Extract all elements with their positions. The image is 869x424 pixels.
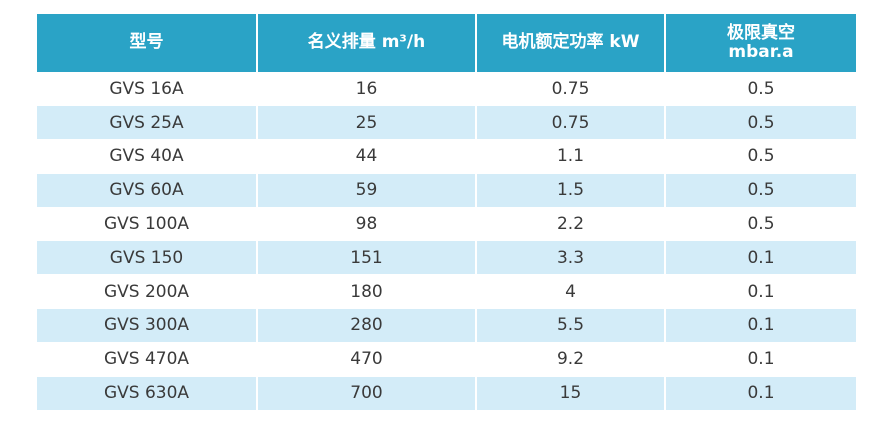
motor-power-cell: 2.2 <box>475 206 665 241</box>
header-motor-power: 电机额定功率 kW <box>475 14 665 72</box>
ultimate-vacuum-cell: 0.1 <box>664 240 856 275</box>
displacement-cell: 59 <box>256 172 476 208</box>
header-displacement: 名义排量 m³/h <box>256 14 476 72</box>
table-row: GVS 150 151 3.3 0.1 <box>37 240 856 275</box>
ultimate-vacuum-cell: 0.1 <box>664 375 856 410</box>
displacement-cell: 25 <box>256 105 476 140</box>
header-ultimate-vacuum: 极限真空 mbar.a <box>664 14 856 72</box>
displacement-cell: 16 <box>256 71 476 106</box>
model-cell: GVS 16A <box>37 71 257 106</box>
table-row: GVS 100A 98 2.2 0.5 <box>37 206 856 241</box>
displacement-cell: 44 <box>256 139 476 174</box>
header-row: 型号 名义排量 m³/h 电机额定功率 kW 极限真空 mbar.a <box>37 14 856 72</box>
ultimate-vacuum-cell: 0.5 <box>664 71 856 106</box>
table-row: GVS 470A 470 9.2 0.1 <box>37 341 856 377</box>
motor-power-cell: 1.1 <box>475 139 665 174</box>
displacement-cell: 470 <box>256 341 476 377</box>
ultimate-vacuum-cell: 0.5 <box>664 139 856 174</box>
ultimate-vacuum-cell: 0.5 <box>664 206 856 241</box>
header-model-label: 型号 <box>129 32 164 53</box>
table-row: GVS 40A 44 1.1 0.5 <box>37 139 856 174</box>
header-model: 型号 <box>37 14 257 72</box>
motor-power-cell: 9.2 <box>475 341 665 377</box>
displacement-cell: 700 <box>256 375 476 410</box>
table-row: GVS 630A 700 15 0.1 <box>37 375 856 410</box>
table-row: GVS 25A 25 0.75 0.5 <box>37 105 856 140</box>
header-ultimate-vacuum-unit: mbar.a <box>728 41 794 62</box>
motor-power-cell: 1.5 <box>475 172 665 208</box>
header-motor-power-label: 电机额定功率 kW <box>501 32 640 53</box>
table-row: GVS 16A 16 0.75 0.5 <box>37 71 856 106</box>
ultimate-vacuum-cell: 0.5 <box>664 105 856 140</box>
ultimate-vacuum-cell: 0.1 <box>664 308 856 343</box>
model-cell: GVS 100A <box>37 206 257 241</box>
motor-power-cell: 5.5 <box>475 308 665 343</box>
model-cell: GVS 200A <box>37 274 257 309</box>
motor-power-cell: 0.75 <box>475 71 665 106</box>
model-cell: GVS 300A <box>37 308 257 343</box>
model-cell: GVS 150 <box>37 240 257 275</box>
motor-power-cell: 0.75 <box>475 105 665 140</box>
table-row: GVS 60A 59 1.5 0.5 <box>37 172 856 208</box>
displacement-cell: 180 <box>256 274 476 309</box>
ultimate-vacuum-cell: 0.1 <box>664 274 856 309</box>
table-header: 型号 名义排量 m³/h 电机额定功率 kW 极限真空 mbar.a <box>37 14 856 72</box>
ultimate-vacuum-cell: 0.5 <box>664 172 856 208</box>
spec-table: 型号 名义排量 m³/h 电机额定功率 kW 极限真空 mbar.a GVS 1… <box>37 14 856 410</box>
header-displacement-label: 名义排量 m³/h <box>307 32 426 53</box>
model-cell: GVS 470A <box>37 341 257 377</box>
motor-power-cell: 4 <box>475 274 665 309</box>
motor-power-cell: 15 <box>475 375 665 410</box>
displacement-cell: 98 <box>256 206 476 241</box>
table-body: GVS 16A 16 0.75 0.5 GVS 25A 25 0.75 0.5 GVS 40A 4… <box>37 71 856 410</box>
model-cell: GVS 60A <box>37 172 257 208</box>
displacement-cell: 151 <box>256 240 476 275</box>
table-row: GVS 300A 280 5.5 0.1 <box>37 308 856 343</box>
model-cell: GVS 25A <box>37 105 257 140</box>
header-ultimate-vacuum-label: 极限真空 <box>727 22 795 43</box>
motor-power-cell: 3.3 <box>475 240 665 275</box>
table-row: GVS 200A 180 4 0.1 <box>37 274 856 309</box>
ultimate-vacuum-cell: 0.1 <box>664 341 856 377</box>
model-cell: GVS 630A <box>37 375 257 410</box>
model-cell: GVS 40A <box>37 139 257 174</box>
displacement-cell: 280 <box>256 308 476 343</box>
